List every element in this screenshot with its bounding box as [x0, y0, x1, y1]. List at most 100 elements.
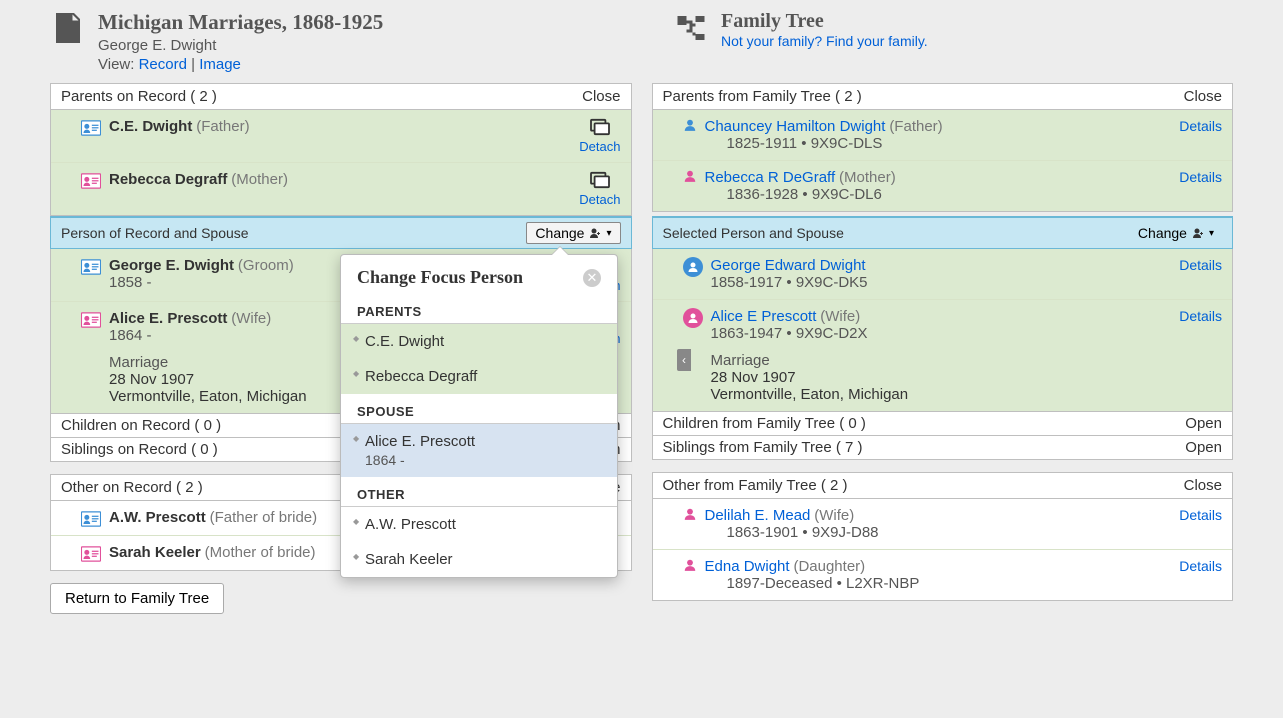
return-button[interactable]: Return to Family Tree: [50, 583, 224, 614]
popover-parents-label: PARENTS: [341, 294, 617, 324]
tree-focus-header: Selected Person and Spouse: [663, 225, 844, 241]
page-header: Michigan Marriages, 1868-1925 George E. …: [50, 10, 1233, 73]
record-children-header: Children on Record ( 0 ): [61, 417, 221, 434]
tree-wife-row: Alice E Prescott (Wife) 1863-1947 • 9X9C…: [653, 300, 1233, 411]
popover-spouse[interactable]: Alice E. Prescott 1864 -: [341, 424, 617, 477]
record-parents-close[interactable]: Close: [582, 88, 620, 105]
record-siblings-header: Siblings on Record ( 0 ): [61, 441, 218, 458]
record-father-row: C.E. Dwight (Father) Detach: [51, 110, 631, 163]
tree-focus-bar: Selected Person and Spouse Change ▾: [652, 216, 1234, 249]
tree-mother-sub: 1836-1928 • 9X9C-DL6: [727, 186, 1180, 203]
tree-change-button[interactable]: Change ▾: [1130, 223, 1222, 243]
tree-parents-close[interactable]: Close: [1184, 88, 1222, 105]
tree-other1-role: (Wife): [814, 507, 854, 524]
record-mother-name: Rebecca Degraff: [109, 171, 227, 188]
view-record-link[interactable]: Record: [139, 56, 187, 73]
caret-down-icon: ▾: [606, 228, 611, 239]
tree-other1-link[interactable]: Delilah E. Mead: [705, 507, 811, 524]
change-label: Change: [535, 225, 584, 241]
record-person-name: George E. Dwight: [98, 37, 383, 54]
tree-siblings-toggle[interactable]: Open: [1185, 439, 1222, 456]
tree-other-close[interactable]: Close: [1184, 477, 1222, 494]
tree-mother-row: Rebecca R DeGraff (Mother) 1836-1928 • 9…: [653, 161, 1233, 211]
popover-spouse-name: Alice E. Prescott: [365, 433, 601, 450]
collection-title: Michigan Marriages, 1868-1925: [98, 10, 383, 35]
tree-other1-details[interactable]: Details: [1179, 507, 1222, 523]
tree-mother-details[interactable]: Details: [1179, 169, 1222, 185]
tree-father-role: (Father): [889, 118, 942, 135]
female-silhouette-icon: [683, 169, 697, 186]
tree-groom-link[interactable]: George Edward Dwight: [711, 257, 866, 274]
tree-groom-row: George Edward Dwight 1858-1917 • 9X9C-DK…: [653, 249, 1233, 300]
tree-other2-link[interactable]: Edna Dwight: [705, 558, 790, 575]
tree-other2-sub: 1897-Deceased • L2XR-NBP: [727, 575, 1180, 592]
tree-focus-panel: George Edward Dwight 1858-1917 • 9X9C-DK…: [652, 249, 1234, 412]
record-parents-header: Parents on Record ( 2 ): [61, 88, 217, 105]
record-wife-role: (Wife): [231, 310, 271, 327]
male-card-icon: [81, 120, 101, 136]
tree-other2-role: (Daughter): [793, 558, 865, 575]
tree-father-details[interactable]: Details: [1179, 118, 1222, 134]
male-card-icon: [81, 259, 101, 275]
tree-other2-details[interactable]: Details: [1179, 558, 1222, 574]
popover-parent2[interactable]: Rebecca Degraff: [341, 359, 617, 394]
tree-mother-link[interactable]: Rebecca R DeGraff: [705, 169, 836, 186]
tree-wife-details[interactable]: Details: [1179, 308, 1222, 324]
document-icon: [50, 10, 86, 46]
view-label: View:: [98, 56, 134, 73]
tree-father-row: Chauncey Hamilton Dwight (Father) 1825-1…: [653, 110, 1233, 161]
record-father-name: C.E. Dwight: [109, 118, 192, 135]
tree-children-toggle[interactable]: Open: [1185, 415, 1222, 432]
view-image-link[interactable]: Image: [199, 56, 241, 73]
female-card-icon: [81, 173, 101, 189]
tree-other2-row: Edna Dwight (Daughter) 1897-Deceased • L…: [653, 550, 1233, 600]
record-other1-name: A.W. Prescott: [109, 509, 206, 526]
male-round-icon: [683, 257, 703, 277]
female-card-icon: [81, 546, 101, 562]
tree-parents-header: Parents from Family Tree ( 2 ): [663, 88, 862, 105]
record-mother-role: (Mother): [231, 171, 288, 188]
tree-other1-row: Delilah E. Mead (Wife) 1863-1901 • 9X9J-…: [653, 499, 1233, 550]
popover-other1[interactable]: A.W. Prescott: [341, 507, 617, 542]
popover-other-label: OTHER: [341, 477, 617, 507]
popover-spouse-label: SPOUSE: [341, 394, 617, 424]
female-silhouette-icon: [683, 507, 697, 524]
tree-groom-details[interactable]: Details: [1179, 257, 1222, 273]
record-focus-bar: Person of Record and Spouse Change ▾: [50, 216, 632, 249]
find-family-link[interactable]: Not your family? Find your family.: [721, 33, 928, 49]
record-other1-role: (Father of bride): [210, 509, 318, 526]
caret-down-icon: ▾: [1209, 228, 1214, 239]
popover-parent1[interactable]: C.E. Dwight: [341, 324, 617, 359]
change-focus-popover: Change Focus Person ✕ PARENTS C.E. Dwigh…: [340, 254, 618, 578]
tree-other1-sub: 1863-1901 • 9X9J-D88: [727, 524, 1180, 541]
tree-children-header: Children from Family Tree ( 0 ): [663, 415, 866, 432]
tree-marriage-date: 28 Nov 1907: [711, 369, 1180, 386]
tree-siblings-bar: Siblings from Family Tree ( 7 ) Open: [653, 436, 1233, 459]
popover-title: Change Focus Person: [357, 267, 523, 288]
male-silhouette-icon: [683, 118, 697, 135]
slide-handle[interactable]: ‹: [677, 349, 691, 371]
record-father-role: (Father): [196, 118, 249, 135]
record-other2-name: Sarah Keeler: [109, 544, 201, 561]
record-change-button[interactable]: Change ▾: [526, 222, 620, 244]
tree-wife-link[interactable]: Alice E Prescott: [711, 308, 817, 325]
popover-other2[interactable]: Sarah Keeler: [341, 542, 617, 577]
tree-father-sub: 1825-1911 • 9X9C-DLS: [727, 135, 1180, 152]
detach-icon: [579, 171, 620, 192]
family-tree-title: Family Tree: [721, 10, 928, 33]
family-tree-icon: [673, 10, 709, 46]
female-card-icon: [81, 312, 101, 328]
tree-siblings-header: Siblings from Family Tree ( 7 ): [663, 439, 863, 456]
male-card-icon: [81, 511, 101, 527]
detach-father-button[interactable]: Detach: [579, 139, 620, 154]
detach-mother-button[interactable]: Detach: [579, 192, 620, 207]
tree-marriage-label: Marriage: [711, 352, 1180, 369]
popover-close-button[interactable]: ✕: [583, 269, 601, 287]
record-wife-name: Alice E. Prescott: [109, 310, 227, 327]
tree-wife-role: (Wife): [820, 308, 860, 325]
change-label: Change: [1138, 225, 1187, 241]
tree-mother-role: (Mother): [839, 169, 896, 186]
popover-spouse-dates: 1864 -: [365, 452, 601, 468]
tree-father-link[interactable]: Chauncey Hamilton Dwight: [705, 118, 886, 135]
record-groom-role: (Groom): [238, 257, 294, 274]
